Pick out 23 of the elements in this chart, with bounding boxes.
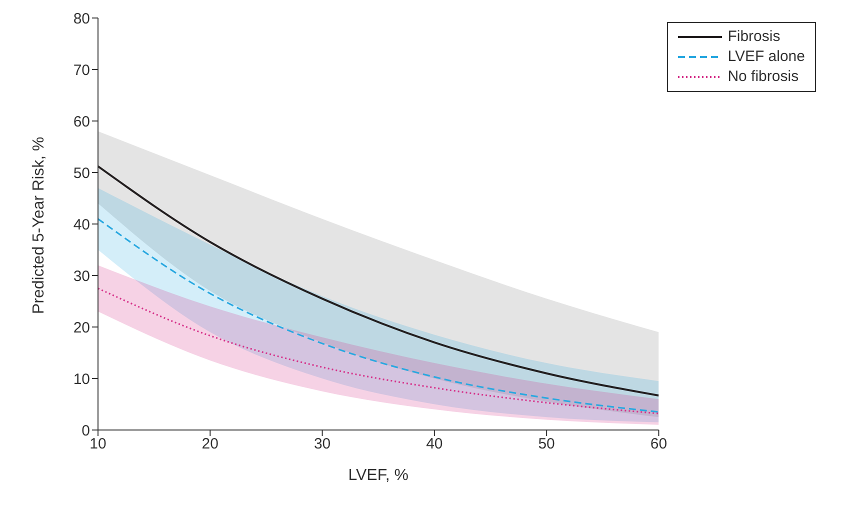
y-tick-label: 80: [73, 10, 90, 28]
y-tick-label: 50: [73, 164, 90, 182]
y-axis-title: Predicted 5-Year Risk, %: [30, 136, 48, 314]
y-tick-label: 30: [73, 268, 90, 285]
y-tick-label: 20: [73, 319, 90, 336]
y-tick-label: 70: [73, 62, 90, 79]
legend-label: No fibrosis: [728, 67, 799, 87]
y-tick-label: 0: [82, 422, 90, 440]
legend-label: Fibrosis: [728, 27, 780, 47]
legend-label: LVEF alone: [728, 47, 805, 67]
x-tick-label: 60: [650, 436, 668, 453]
line-series: [98, 218, 659, 413]
y-tick-label: 40: [73, 216, 90, 234]
x-tick-label: 50: [538, 436, 555, 453]
x-tick-label: 40: [426, 436, 443, 453]
line-series: [98, 165, 659, 396]
x-tick-label: 30: [314, 436, 331, 453]
x-tick-label: 10: [90, 436, 106, 453]
y-tick-label: 60: [73, 113, 90, 130]
y-tick-label: 10: [73, 370, 90, 388]
x-axis-title: LVEF, %: [348, 467, 408, 484]
line-series: [98, 288, 659, 414]
x-tick-label: 20: [202, 436, 218, 453]
